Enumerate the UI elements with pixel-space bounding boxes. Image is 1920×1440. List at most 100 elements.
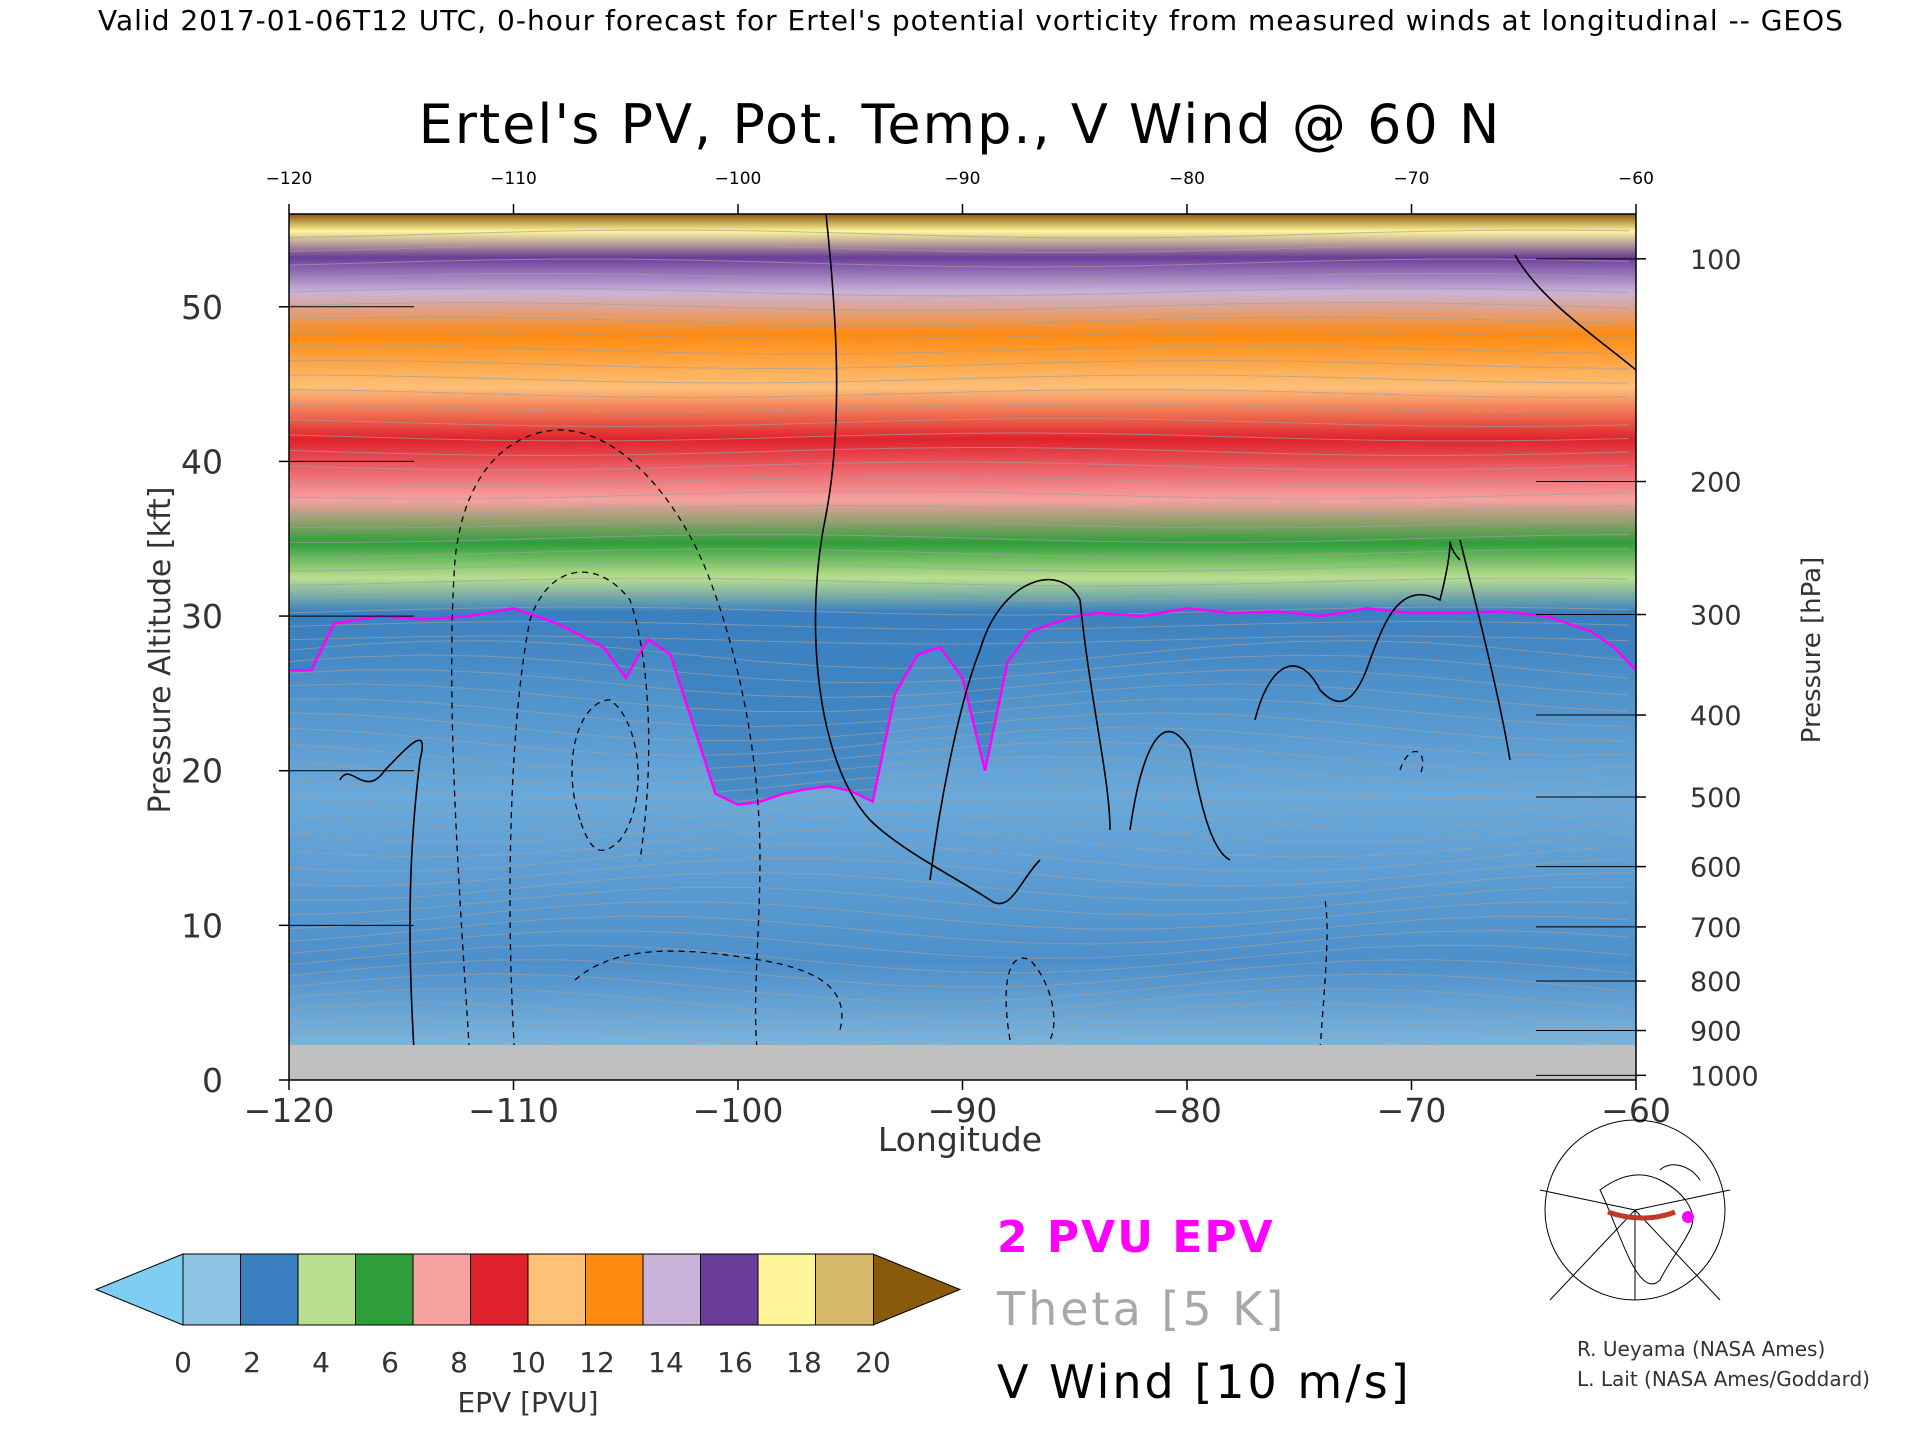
theta-contour-line (289, 988, 1630, 1018)
theta-contour-line (289, 475, 1630, 486)
x-top-tick-label: −100 (715, 169, 762, 189)
x-top-tick-label: −60 (1618, 169, 1654, 189)
theta-contour-line (289, 389, 1630, 399)
colorbar-over-triangle (872, 1253, 962, 1326)
y-axis-left: 0 10 20 30 40 50 (181, 288, 414, 1100)
theta-contour-line (289, 490, 1630, 500)
theta-contour-line (289, 1017, 1630, 1047)
colorbar-segment (757, 1253, 817, 1326)
v-wind-contour (1459, 539, 1511, 761)
colorbar-segment (585, 1253, 644, 1326)
inset-map-marker (1682, 1211, 1694, 1223)
colorbar-segment (642, 1253, 702, 1326)
pressure-tick-label: 400 (1690, 701, 1742, 732)
legend-pvu: 2 PVU EPV (997, 1212, 1275, 1263)
theta-contour-line (289, 635, 1630, 645)
theta-contour-line (289, 915, 1630, 945)
x-axis-top: −120 −110 −100 −90 −80 −70 −60 (266, 169, 1654, 214)
colorbar-tick-label: 14 (648, 1346, 684, 1379)
legend-vwind: V Wind [10 m/s] (997, 1355, 1412, 1409)
theta-contour-line (289, 548, 1630, 558)
pressure-tick-label: 600 (1690, 853, 1742, 884)
theta-contour-line (289, 533, 1630, 543)
v-wind-negative-contour (1319, 899, 1328, 1051)
x-tick-label: −90 (928, 1091, 998, 1130)
pressure-tick-label: 800 (1690, 967, 1742, 998)
theta-contour-line (289, 944, 1630, 974)
x-axis-label: Longitude (878, 1120, 1042, 1159)
v-wind-contour (1254, 541, 1461, 721)
colorbar-tick-label: 2 (243, 1346, 261, 1379)
pressure-tick-label: 200 (1690, 468, 1742, 499)
theta-contour-line (289, 712, 1630, 742)
colorbar-tick-label: 16 (717, 1346, 753, 1379)
theta-contours (289, 229, 1630, 1080)
chart-title: Ertel's PV, Pot. Temp., V Wind @ 60 N (419, 93, 1502, 156)
theta-contour-line (289, 345, 1630, 355)
theta-contour-line (289, 871, 1630, 901)
theta-contour-line (289, 403, 1630, 413)
y-tick-label: 50 (181, 288, 223, 327)
colorbar-tick-label: 0 (174, 1346, 192, 1379)
colorbar-tick-label: 6 (381, 1346, 399, 1379)
colorbar-tick-label: 4 (312, 1346, 330, 1379)
colorbar-segment (815, 1253, 874, 1326)
theta-contour-line (289, 1002, 1630, 1032)
theta-contour-line (289, 301, 1630, 311)
theta-contour-line (289, 929, 1630, 959)
theta-contour-line (289, 857, 1630, 887)
theta-contour-line (289, 842, 1630, 872)
colorbar-segment (355, 1253, 414, 1326)
colorbar-label: EPV [PVU] (457, 1386, 598, 1419)
plot-area (289, 214, 1636, 1080)
theta-contour-line (289, 461, 1630, 471)
v-wind-negative-contour (574, 950, 843, 1031)
theta-contour-line (289, 654, 1630, 684)
theta-contour-line (289, 828, 1630, 858)
theta-contour-line (289, 577, 1630, 587)
y-tick-label: 30 (181, 597, 223, 636)
v-wind-contour (1514, 254, 1636, 371)
y-axis-right: 100 200 300 400 500 600 700 800 900 1000 (1536, 245, 1759, 1092)
inset-map (1539, 1119, 1731, 1301)
valid-time-line: Valid 2017-01-06T12 UTC, 0-hour forecast… (98, 4, 1844, 37)
theta-contour-line (289, 683, 1630, 713)
theta-contour-line (289, 272, 1630, 282)
pvu-2-contour (289, 607, 1636, 806)
theta-contour-line (289, 243, 1630, 253)
y-tick-label: 10 (181, 906, 223, 945)
theta-contour-line (289, 330, 1630, 341)
colorbar-tick-label: 10 (510, 1346, 546, 1379)
v-wind-contours (339, 214, 1636, 1071)
theta-contour-line (289, 900, 1630, 930)
ground-surface (289, 1045, 1636, 1080)
theta-contour-line (289, 973, 1630, 1003)
x-tick-label: −100 (693, 1091, 784, 1130)
theta-contour-line (289, 504, 1630, 515)
theta-contour-line (289, 258, 1630, 268)
inset-map-latitude-arc (1607, 1209, 1676, 1221)
theta-contour-line (289, 374, 1630, 384)
pressure-tick-label: 1000 (1690, 1061, 1759, 1092)
colorbar-segment (297, 1253, 357, 1326)
colorbar-tick-label: 8 (450, 1346, 468, 1379)
pressure-tick-label: 900 (1690, 1017, 1742, 1048)
theta-contour-line (289, 359, 1630, 370)
v-wind-negative-contour (1399, 750, 1424, 776)
theta-contour-line (289, 727, 1630, 757)
pressure-tick-label: 500 (1690, 783, 1742, 814)
y-tick-label: 0 (202, 1061, 223, 1100)
theta-contour-line (289, 519, 1630, 529)
colorbar-segment (182, 1253, 242, 1326)
y-axis-right-label: Pressure [hPa] (1797, 557, 1827, 744)
colorbar-segment (240, 1253, 299, 1326)
credit-line-2: L. Lait (NASA Ames/Goddard) (1577, 1367, 1870, 1391)
x-tick-label: −110 (468, 1091, 559, 1130)
theta-contour-line (289, 813, 1630, 843)
pressure-tick-label: 300 (1690, 601, 1742, 632)
x-top-tick-label: −80 (1169, 169, 1205, 189)
v-wind-negative-contour (509, 571, 650, 1061)
pressure-tick-label: 100 (1690, 245, 1742, 276)
x-top-tick-label: −110 (490, 169, 537, 189)
colorbar-tick-label: 20 (855, 1346, 891, 1379)
